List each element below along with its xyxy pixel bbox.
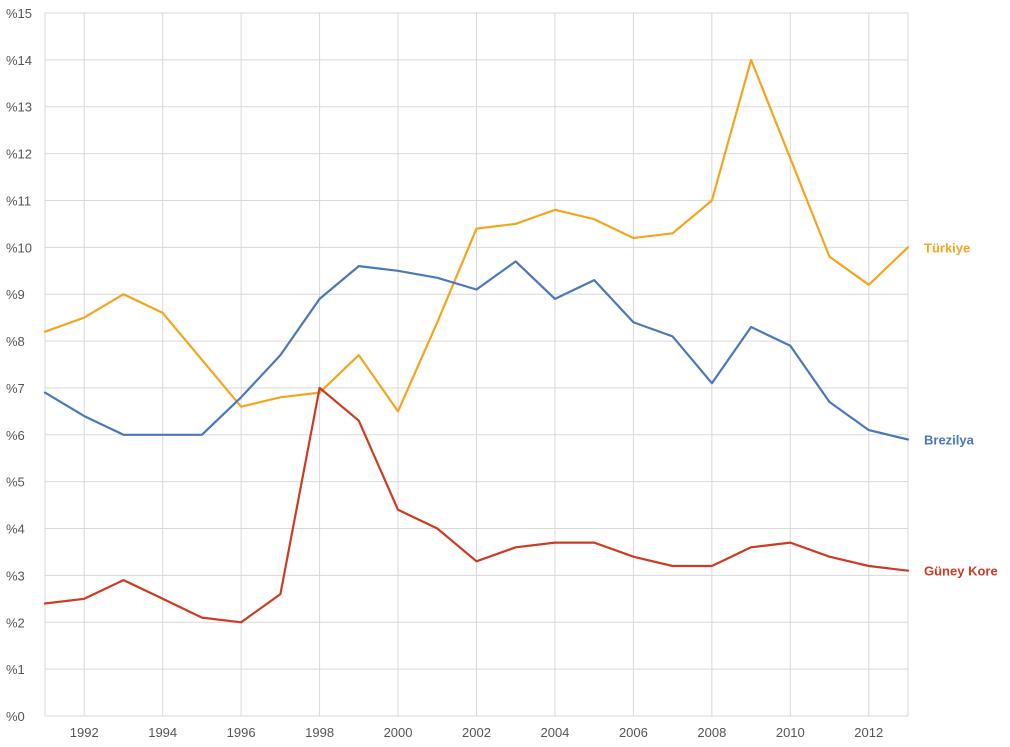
y-axis-tick-labels: %0 %1 %2 %3 %4 %5 %6 %7 %8 %9 %10 %11 %12 %13 %14 %15 [6, 6, 32, 724]
y-tick-label: %4 [6, 522, 25, 537]
y-tick-label: %15 [6, 6, 32, 21]
y-tick-label: %1 [6, 662, 25, 677]
x-tick-label: 2000 [384, 725, 413, 740]
x-axis-tick-labels: 1992 1994 1996 1998 2000 2002 2004 2006 2008 2010… [70, 725, 883, 740]
x-tick-label: 2004 [540, 725, 569, 740]
x-tick-label: 1994 [148, 725, 177, 740]
series-end-labels: Türkiye Brezilya Güney Kore [924, 240, 998, 578]
series-label-brezilya: Brezilya [924, 432, 975, 447]
y-tick-label: %12 [6, 147, 32, 162]
series-label-t-rkiye: Türkiye [924, 240, 970, 255]
series-lines [43, 58, 910, 624]
y-tick-label: %11 [6, 193, 31, 208]
x-tick-label: 1998 [305, 725, 334, 740]
x-tick-label: 2006 [619, 725, 648, 740]
y-tick-label: %5 [6, 475, 25, 490]
x-tick-label: 2012 [854, 725, 883, 740]
y-tick-label: %6 [6, 428, 25, 443]
x-tick-label: 1996 [227, 725, 256, 740]
x-tick-label: 2002 [462, 725, 491, 740]
y-tick-label: %2 [6, 615, 25, 630]
y-tick-label: %13 [6, 100, 32, 115]
y-tick-label: %9 [6, 287, 25, 302]
y-tick-label: %3 [6, 568, 25, 583]
x-tick-label: 2010 [776, 725, 805, 740]
series-label-g-ney-kore: Güney Kore [924, 564, 998, 579]
series-line-g-ney-kore [43, 386, 910, 624]
y-tick-label: %14 [6, 53, 32, 68]
gridlines [44, 12, 909, 717]
x-tick-label: 1992 [70, 725, 99, 740]
series-line-brezilya [43, 260, 910, 441]
y-tick-label: %7 [6, 381, 25, 396]
y-tick-label: %10 [6, 240, 32, 255]
series-line-t-rkiye [43, 58, 910, 413]
y-tick-label: %0 [6, 709, 25, 724]
x-tick-label: 2008 [697, 725, 726, 740]
y-tick-label: %8 [6, 334, 25, 349]
